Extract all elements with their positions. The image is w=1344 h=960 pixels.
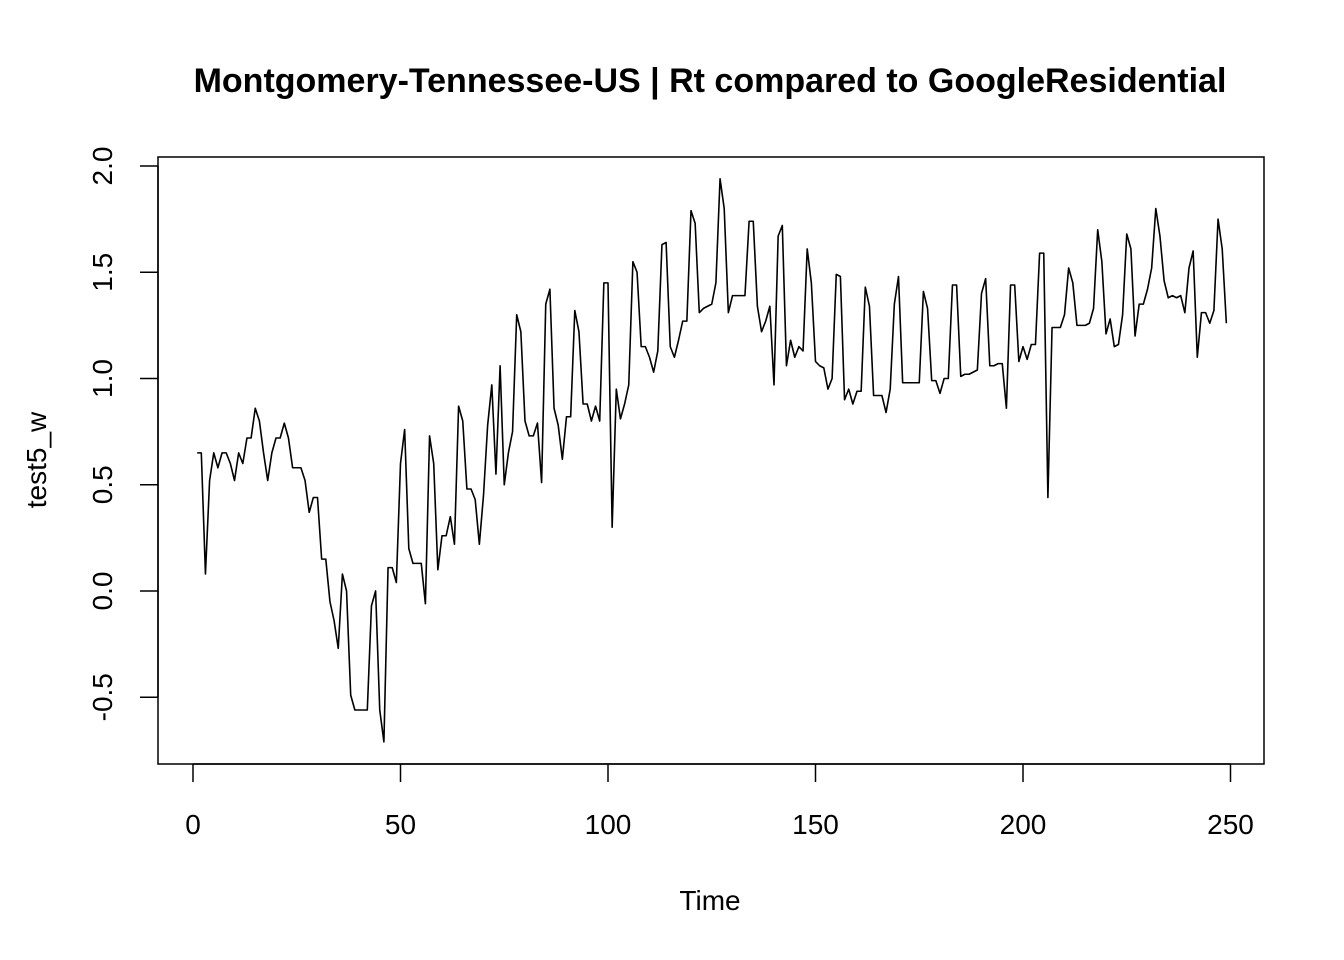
x-tick-label: 50 bbox=[385, 809, 416, 840]
x-tick-label: 150 bbox=[792, 809, 839, 840]
x-tick-label: 100 bbox=[585, 809, 632, 840]
y-tick-label: 2.0 bbox=[87, 147, 118, 186]
x-tick-label: 250 bbox=[1207, 809, 1254, 840]
y-tick-label: 0.0 bbox=[87, 572, 118, 611]
y-tick-label: 0.5 bbox=[87, 465, 118, 504]
y-tick-label: 1.0 bbox=[87, 359, 118, 398]
x-axis: 0 50 100 150 200 250 bbox=[185, 763, 1254, 840]
y-axis: -0.5 0.0 0.5 1.0 1.5 2.0 bbox=[87, 147, 159, 721]
x-tick-label: 0 bbox=[185, 809, 201, 840]
plot-frame bbox=[157, 156, 1265, 765]
chart-title: Montgomery-Tennessee-US | Rt compared to… bbox=[194, 62, 1227, 100]
y-tick-label: 1.5 bbox=[87, 253, 118, 292]
series-layer bbox=[197, 177, 1228, 743]
y-tick-label: -0.5 bbox=[87, 673, 118, 721]
series-line bbox=[197, 177, 1228, 743]
x-tick-label: 200 bbox=[1000, 809, 1047, 840]
x-axis-label: Time bbox=[679, 885, 740, 916]
y-axis-label: test5_w bbox=[21, 411, 52, 508]
